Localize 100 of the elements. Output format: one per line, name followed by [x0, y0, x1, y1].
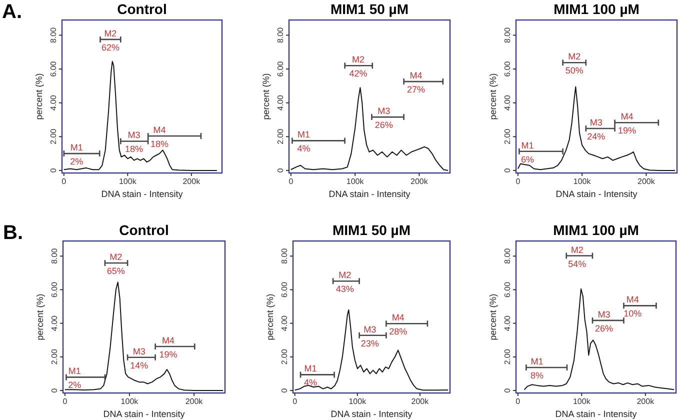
y-tick-label: 8.00 [276, 26, 285, 44]
annotation: 42% [349, 68, 368, 79]
x-tick-label: 100k [572, 397, 592, 406]
annotation: M2 [338, 270, 352, 280]
annotation: 26% [594, 323, 613, 334]
annotation: M2 [110, 252, 122, 262]
annotation: M1 [530, 356, 544, 366]
x-axis-title: DNA stain - Intensity [556, 189, 638, 199]
x-tick-label: 200k [182, 177, 202, 186]
annotation: M4 [392, 312, 404, 323]
y-tick-label: 8.00 [50, 248, 59, 264]
x-tick-label: 0 [516, 177, 521, 186]
y-tick-label: 2.00 [280, 348, 289, 365]
annotation: 10% [624, 308, 642, 319]
annotation: M3 [132, 346, 146, 356]
x-axis-title: DNA stain - Intensity [328, 189, 411, 199]
y-tick-label: 2.00 [276, 128, 285, 144]
annotation: M1 [297, 130, 310, 140]
annotation: 18% [125, 144, 144, 154]
y-tick-label: 0 [49, 168, 58, 173]
annotation: 26% [374, 120, 393, 130]
annotation: 8% [530, 370, 544, 380]
annotation: M1 [70, 142, 83, 153]
y-tick-label: 4.00 [276, 94, 285, 111]
y-tick-label: 8.00 [503, 26, 512, 44]
annotation: M3 [128, 130, 140, 140]
annotation: M1 [68, 366, 81, 376]
y-tick-label: 8.00 [280, 248, 289, 264]
annotation: M3 [364, 324, 376, 334]
y-tick-label: 0 [503, 388, 512, 393]
annotation: 18% [150, 138, 169, 149]
annotation: M2 [570, 244, 584, 255]
y-tick-label: 6.00 [49, 60, 58, 77]
y-axis-title: percent (%) [34, 73, 44, 120]
y-tick-label: 0 [503, 168, 512, 173]
y-tick-label: 8.00 [503, 248, 512, 264]
annotation: M1 [521, 140, 534, 150]
y-tick-label: 0 [280, 388, 289, 393]
x-tick-label: 100k [120, 397, 140, 406]
annotation: 14% [130, 360, 148, 370]
annotation: 4% [304, 378, 318, 388]
y-tick-label: 6.00 [276, 60, 285, 77]
y-tick-label: 2.00 [50, 348, 59, 365]
y-axis-title: percent (%) [265, 294, 275, 340]
chart-title: MIM1 100 µM [554, 1, 640, 17]
annotation: 50% [565, 66, 584, 76]
x-tick-label: 100k [348, 397, 368, 406]
x-axis-title: DNA stain - Intensity [555, 409, 638, 419]
x-tick-label: 0 [516, 397, 521, 406]
annotation: M2 [104, 28, 117, 38]
annotation: M3 [590, 118, 602, 128]
y-tick-label: 4.00 [503, 314, 512, 332]
annotation: 23% [360, 338, 379, 348]
x-tick-label: 100k [573, 177, 592, 186]
x-tick-label: 0 [62, 397, 68, 406]
x-tick-label: 200k [410, 177, 429, 186]
y-tick-label: 2.00 [49, 128, 58, 144]
x-tick-label: 200k [636, 397, 656, 406]
y-tick-label: 6.00 [50, 281, 59, 298]
chart-title: MIM1 100 µM [553, 222, 639, 238]
annotation: M3 [598, 309, 610, 320]
x-tick-label: 0 [292, 397, 298, 406]
x-tick-label: 200k [185, 397, 204, 406]
annotation: M4 [162, 335, 174, 346]
annotation: M3 [378, 106, 390, 116]
annotation: 54% [568, 258, 586, 269]
annotation: 19% [159, 349, 178, 360]
annotation: 24% [587, 132, 606, 142]
y-tick-label: 2.00 [503, 128, 512, 144]
annotation: M2 [568, 52, 581, 62]
annotation: 28% [389, 326, 408, 337]
y-tick-label: 6.00 [503, 281, 512, 298]
y-tick-label: 0 [276, 168, 285, 173]
annotation: 43% [336, 284, 354, 294]
x-tick-label: 100k [118, 177, 138, 186]
y-tick-label: 0 [50, 388, 59, 393]
y-tick-label: 4.00 [50, 314, 59, 332]
annotation: M4 [620, 112, 634, 122]
y-axis-title: percent (%) [488, 73, 498, 120]
annotation: 4% [297, 144, 310, 154]
annotation: M4 [410, 70, 422, 81]
annotation: 19% [618, 126, 636, 136]
y-tick-label: 4.00 [503, 94, 512, 111]
y-tick-label: 6.00 [503, 60, 512, 77]
x-tick-label: 200k [638, 177, 656, 186]
annotation: 62% [101, 42, 120, 52]
y-tick-label: 8.00 [49, 26, 58, 44]
x-tick-label: 0 [62, 177, 67, 186]
annotation: 2% [70, 156, 84, 167]
text: B. [3, 222, 23, 244]
annotation: M2 [352, 54, 365, 65]
text: A. [2, 1, 22, 23]
x-tick-label: 200k [411, 397, 430, 406]
y-axis-title: percent (%) [261, 73, 271, 120]
x-axis-title: DNA stain - Intensity [103, 409, 186, 419]
annotation: 65% [106, 266, 125, 276]
x-tick-label: 100k [346, 177, 365, 186]
y-tick-label: 4.00 [49, 94, 58, 111]
annotation: 2% [68, 380, 82, 390]
chart-title: Control [119, 222, 169, 238]
